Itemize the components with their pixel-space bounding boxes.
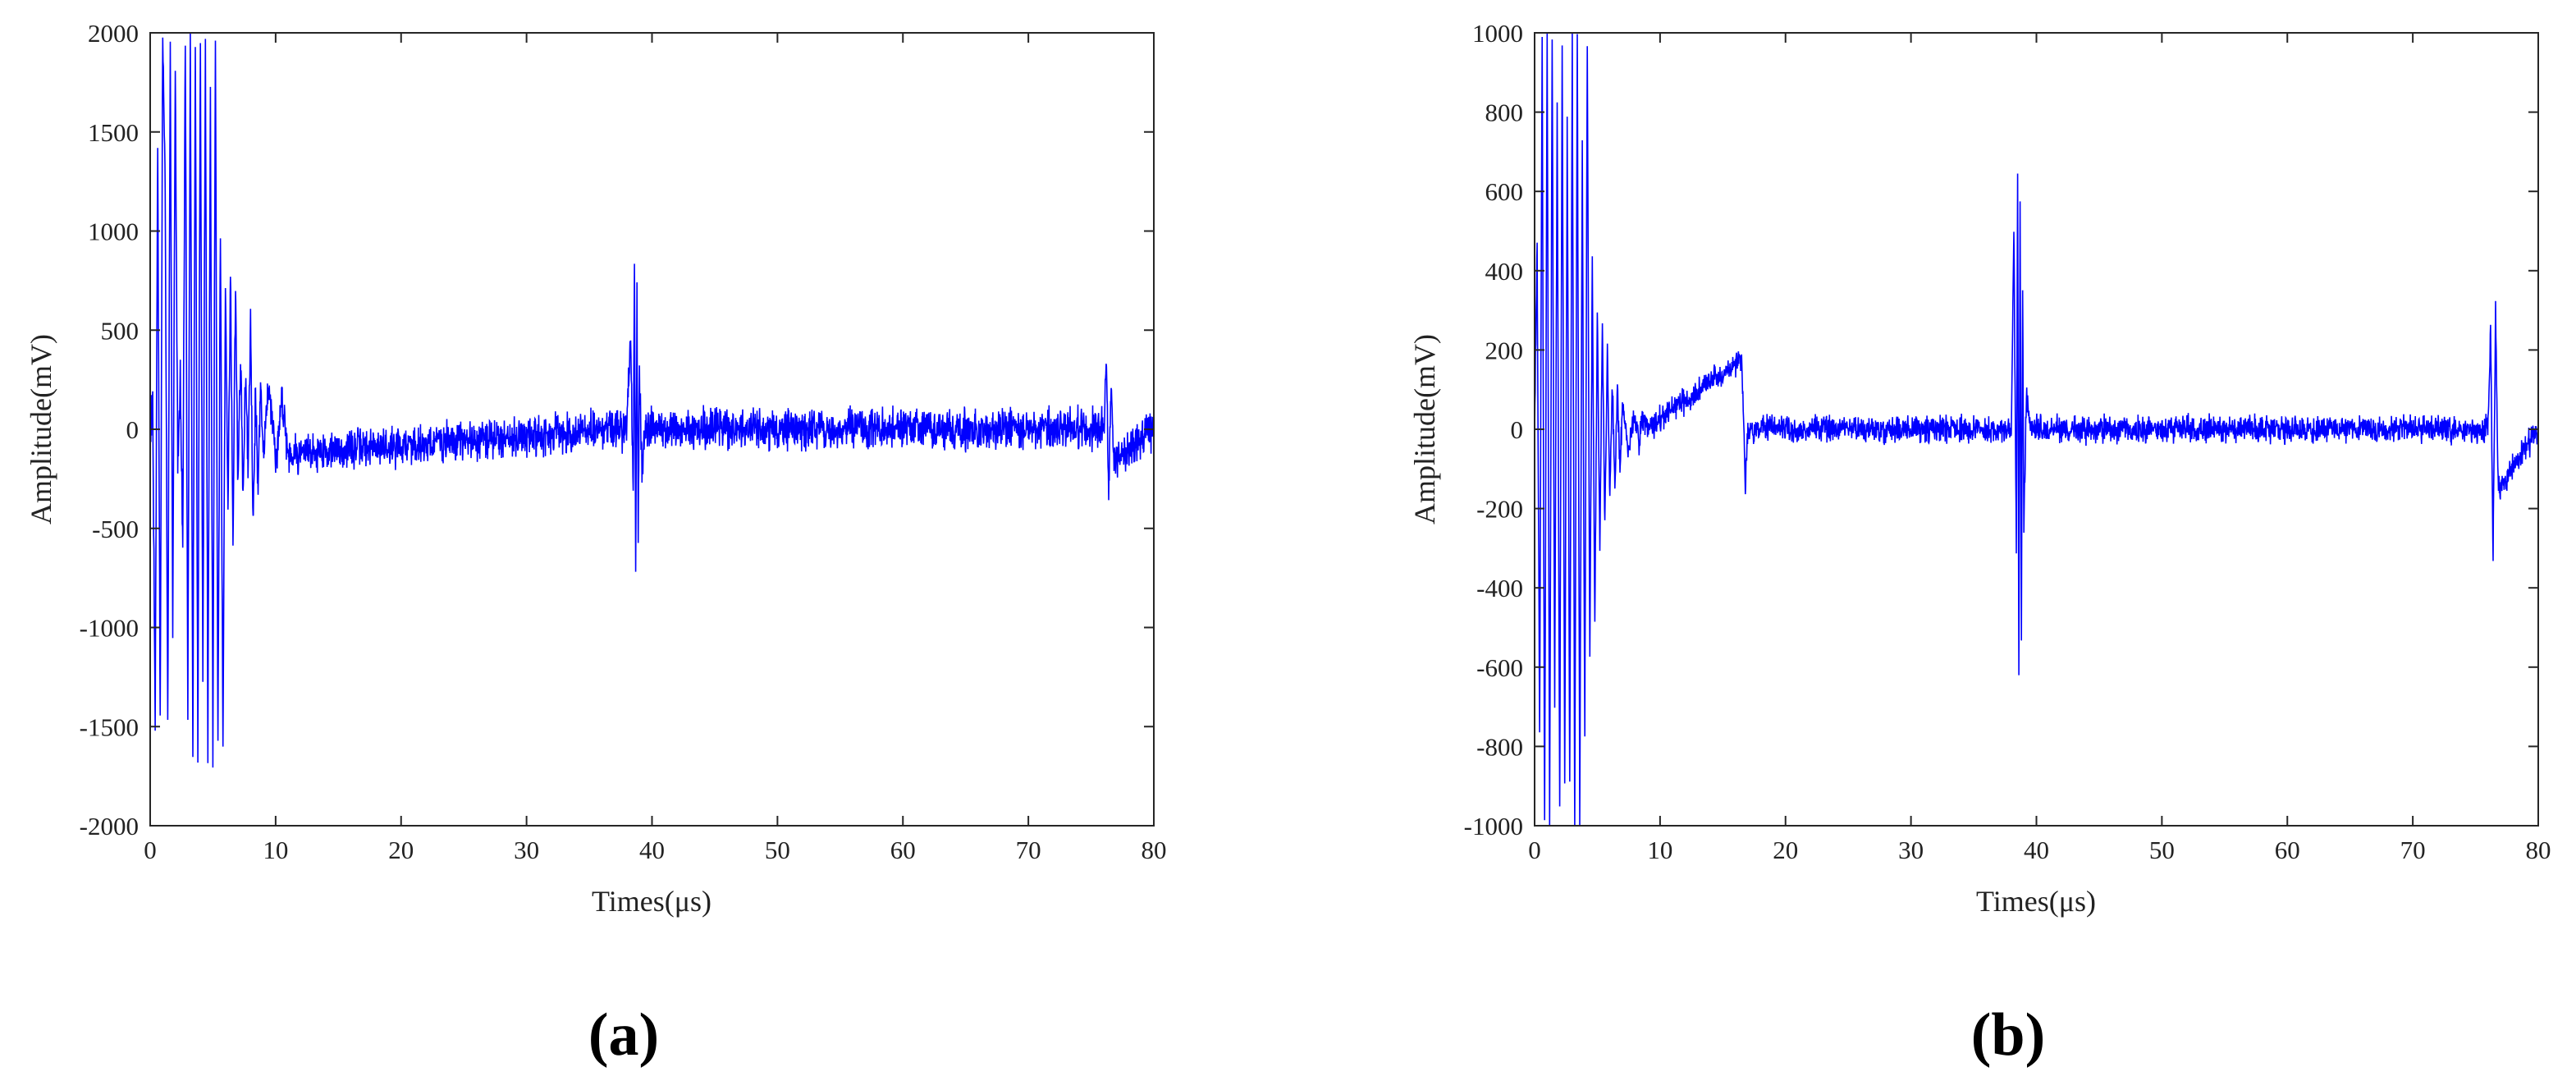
chart-b-x-axis-label: Times(μs) — [1976, 885, 2096, 918]
chart-a-y-tick-label: -1500 — [80, 712, 139, 741]
chart-a-y-tick-label: -500 — [92, 515, 139, 543]
chart-a-signal-line — [150, 33, 1154, 768]
chart-b-x-tick-label: 40 — [2024, 836, 2049, 864]
chart-b-y-tick-label: 1000 — [1472, 19, 1523, 48]
chart-b-x-tick-label: 60 — [2275, 836, 2300, 864]
chart-b-y-tick-label: -200 — [1476, 495, 1523, 524]
chart-a-x-tick-label: 0 — [144, 836, 157, 864]
chart-b-x-tick-label: 0 — [1528, 836, 1541, 864]
chart-a-y-tick-label: 1000 — [88, 218, 139, 246]
chart-b-x-tick-label: 20 — [1773, 836, 1798, 864]
chart-b-y-tick-label: 400 — [1485, 257, 1524, 286]
chart-a-x-axis-label: Times(μs) — [592, 885, 711, 918]
chart-a-y-axis-label: Amplitude(mV) — [25, 334, 57, 524]
chart-b-signal-line — [1535, 33, 2538, 826]
chart-a-y-tick-label: 1500 — [88, 118, 139, 147]
chart-b-y-tick-label: 800 — [1485, 98, 1524, 127]
chart-a-x-tick-label: 70 — [1016, 836, 1041, 864]
chart-a-y-tick-label: 2000 — [88, 19, 139, 48]
chart-a-ticks: 0 10 20 30 40 50 60 70 80 -2000 -1500 -1000 -500 0 500… — [80, 19, 1167, 864]
chart-b-x-tick-label: 30 — [1898, 836, 1924, 864]
chart-b-panel-label: (b) — [1971, 1001, 2045, 1069]
chart-a-y-tick-label: -2000 — [80, 812, 139, 840]
chart-a-x-tick-label: 10 — [263, 836, 288, 864]
chart-a-panel-label: (a) — [588, 1001, 659, 1069]
chart-b-y-tick-label: -400 — [1476, 574, 1523, 602]
chart-b-ticks: 0 10 20 30 40 50 60 70 80 -1000 -800 -600 -400 -200 0 2… — [1464, 19, 2551, 864]
chart-a-x-tick-label: 30 — [514, 836, 539, 864]
chart-a-y-tick-label: -1000 — [80, 614, 139, 643]
chart-b-y-tick-label: -1000 — [1464, 812, 1523, 840]
chart-a-x-tick-label: 50 — [765, 836, 790, 864]
chart-b-y-tick-label: -800 — [1476, 732, 1523, 761]
chart-a-y-tick-label: 0 — [126, 415, 140, 444]
chart-b-x-tick-label: 80 — [2526, 836, 2551, 864]
chart-a-x-tick-label: 40 — [639, 836, 665, 864]
chart-b-plot-area — [1535, 33, 2538, 826]
chart-a-y-tick-label: 500 — [101, 316, 140, 345]
chart-b-y-tick-label: -600 — [1476, 653, 1523, 682]
chart-b-x-tick-label: 70 — [2400, 836, 2426, 864]
chart-a-x-tick-label: 60 — [890, 836, 916, 864]
chart-a-plot-area — [150, 33, 1154, 768]
chart-b-y-tick-label: 600 — [1485, 177, 1524, 206]
chart-b-y-tick-label: 200 — [1485, 336, 1524, 364]
chart-a-x-tick-label: 80 — [1142, 836, 1167, 864]
chart-b-x-tick-label: 10 — [1647, 836, 1672, 864]
chart-b-x-tick-label: 50 — [2149, 836, 2175, 864]
chart-b-y-axis-label: Amplitude(mV) — [1408, 334, 1441, 524]
chart-b: 0 10 20 30 40 50 60 70 80 -1000 -800 -600 -400 -200 0 2… — [1408, 19, 2551, 1069]
chart-a-x-tick-label: 20 — [388, 836, 414, 864]
chart-b-y-tick-label: 0 — [1511, 415, 1524, 444]
chart-a: 0 10 20 30 40 50 60 70 80 -2000 -1500 -1000 -500 0 500… — [25, 19, 1167, 1069]
